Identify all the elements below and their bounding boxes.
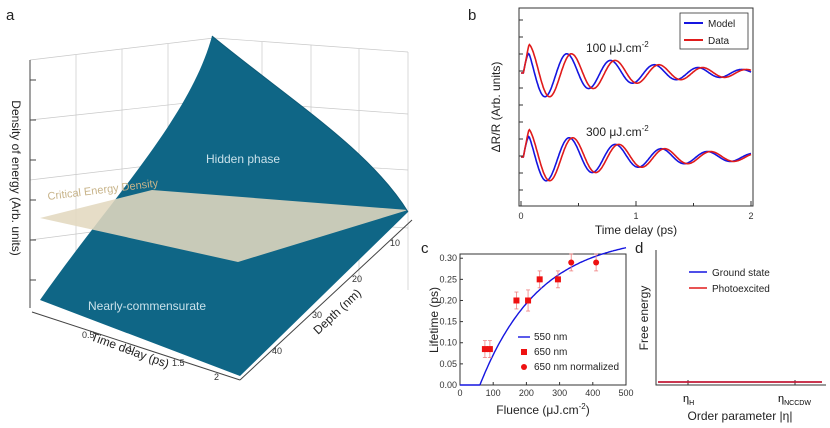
panel-c-axes: 0 100 200 300 400 500 0.00 0.05 0.10 0.15 0.20 0.25… [439,253,633,398]
panel-b-x-tick: 0 [518,211,523,221]
legend-650n-swatch [521,364,527,370]
panel-c-frame [459,253,627,386]
panel-c-ytick-label: 0.05 [439,359,457,369]
point-650nm-normalized [568,259,575,266]
panel-d-ylabel: Free energy [637,286,651,351]
panel-a-y-tick: 30 [312,310,322,320]
panel-a-x-tick: 1.5 [172,358,185,368]
fit-curve-550nm [460,247,627,386]
panel-b-curves [521,43,752,182]
annotation-300: 300 μJ.cm-2 [586,124,649,139]
point-650nm [481,346,488,353]
point-650nm [486,346,493,353]
annotation-300-unit: μJ.cm [609,125,641,139]
panel-a-x-axis-line [31,311,241,381]
legend-650-swatch [521,349,527,355]
panel-b-xlabel: Time delay (ps) [595,223,677,237]
tick-eta-nccdw: ηNCCDW [778,393,811,407]
surface-edge [211,35,409,213]
point-650nm [554,276,561,283]
panel-c-xtick-label: 400 [585,388,600,398]
panel-label-a: a [6,7,15,24]
nearly-commensurate-label: Nearly-commensurate [88,299,206,313]
panel-a-z-axis [29,60,36,308]
panel-c-xtick-label: 0 [457,388,462,398]
panel-b-legend: Model Data [679,12,749,50]
panel-c-xtick-label: 100 [486,388,501,398]
panel-c-ytick-label: 0.30 [439,253,457,263]
panel-c-ytick-label: 0.00 [439,380,457,390]
legend-excited: Photoexcited [712,284,770,295]
legend-650n: 650 nm normalized [534,362,619,373]
panel-c-xlabel-close: ) [586,403,590,417]
panel-a-floor-axes [31,219,413,381]
model-curve-300 [521,135,752,182]
panel-c: c 0 100 200 300 400 500 0.00 0.05 0.10 0.15 0.20 0.… [421,240,634,417]
tick-eta-h: ηH [683,393,694,407]
panel-b-legend-box [679,12,749,50]
data-curve-100 [521,43,752,98]
tick-eta-h-main: η [683,393,689,405]
point-650nm-normalized [593,259,600,266]
point-650nm [525,297,532,304]
annotation-100-unit: μJ.cm [609,41,641,55]
panel-a: a [6,7,413,382]
data-curve-300 [521,128,752,182]
model-curve-100 [521,52,752,98]
panel-c-ytick-label: 0.20 [439,295,457,305]
annotation-300-value: 300 [586,125,606,139]
tick-eta-nccdw-main: η [778,393,784,405]
panel-b-ticks [519,19,752,206]
annotation-300-exp: -2 [642,124,650,133]
panel-d-xlabel: Order parameter |η| [688,409,793,423]
critical-energy-plane [40,190,408,262]
panel-a-zlabel: Density of energy (Arb. units) [9,100,23,255]
panel-label-c: c [421,240,429,257]
legend-550: 550 nm [534,332,567,343]
panel-c-xtick-label: 500 [618,388,633,398]
hidden-phase-label: Hidden phase [206,152,280,166]
panel-c-ytick-label: 0.25 [439,274,457,284]
panel-c-points [481,253,600,358]
panel-label-b: b [468,7,476,24]
panel-c-ytick-label: 0.15 [439,317,457,327]
panel-b: b 0 1 2 Time delay (ps) ΔR/R (Arb. units… [468,7,754,237]
panel-b-x-tick: 2 [748,211,753,221]
panel-c-xlabel: Fluence (μJ.cm-2) [496,402,589,417]
panel-label-d: d [635,240,643,257]
panel-a-y-axis-line [239,219,413,381]
panel-a-x-tick: 1 [128,344,133,354]
panel-c-xtick-label: 200 [519,388,534,398]
panel-c-xtick-label: 300 [552,388,567,398]
panel-c-legend: 550 nm 650 nm 650 nm normalized [518,332,619,373]
annotation-100-value: 100 [586,41,606,55]
point-650nm [536,276,543,283]
legend-ground: Ground state [712,268,770,279]
panel-b-ylabel: ΔR/R (Arb. units) [489,62,503,153]
tick-eta-h-sub: H [689,400,694,407]
panel-a-y-ticks: 10 20 30 40 [272,238,400,356]
panel-d: d ηH ηNCCDW Order parameter |η| Free ene… [635,240,826,423]
panel-c-xlabel-text: Fluence (μJ.cm [496,403,578,417]
panel-a-x-tick: 2 [214,372,219,382]
legend-650: 650 nm [534,347,567,358]
panel-a-x-tick: 0.5 [82,330,95,340]
panel-a-x-ticks: 0.5 1 1.5 2 [82,330,219,382]
panel-c-ylabel: Lifetime (ps) [427,287,441,353]
legend-model: Model [708,19,735,30]
panel-a-y-tick: 40 [272,346,282,356]
point-650nm [513,297,520,304]
panel-c-ytick-label: 0.10 [439,338,457,348]
annotation-100-exp: -2 [642,40,650,49]
annotation-100: 100 μJ.cm-2 [586,40,649,55]
panel-b-x-tick: 1 [633,211,638,221]
legend-data: Data [708,36,730,47]
panel-d-axes [655,250,826,386]
panel-a-y-tick: 20 [352,274,362,284]
panel-c-xlabel-exp: -2 [579,402,587,411]
tick-eta-nccdw-sub: NCCDW [784,400,811,407]
panel-a-y-tick: 10 [390,238,400,248]
